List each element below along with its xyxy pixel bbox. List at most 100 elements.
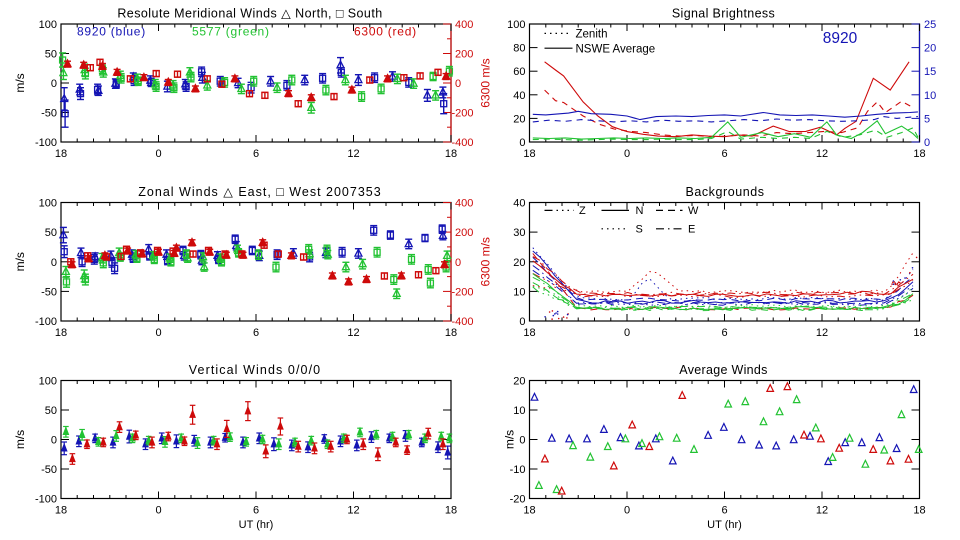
svg-text:-200: -200 xyxy=(452,108,474,120)
svg-text:30: 30 xyxy=(513,227,525,239)
svg-text:E: E xyxy=(688,224,695,236)
svg-text:0: 0 xyxy=(455,78,461,90)
svg-text:-20: -20 xyxy=(510,494,526,506)
svg-text:18: 18 xyxy=(523,148,535,160)
svg-text:-10: -10 xyxy=(510,464,526,476)
svg-text:400: 400 xyxy=(455,19,473,31)
svg-text:18: 18 xyxy=(55,148,67,160)
svg-text:m/s: m/s xyxy=(13,252,27,271)
svg-text:18: 18 xyxy=(913,148,925,160)
svg-text:0: 0 xyxy=(51,435,57,447)
svg-text:Zenith: Zenith xyxy=(576,29,608,41)
svg-text:6: 6 xyxy=(253,505,259,517)
svg-text:15: 15 xyxy=(924,66,936,78)
svg-text:12: 12 xyxy=(347,327,359,339)
svg-text:18: 18 xyxy=(523,505,535,517)
svg-text:6: 6 xyxy=(253,148,259,160)
svg-text:0: 0 xyxy=(924,137,930,149)
svg-text:10: 10 xyxy=(513,405,525,417)
svg-text:100: 100 xyxy=(507,19,525,31)
svg-text:6: 6 xyxy=(721,327,727,339)
svg-text:20: 20 xyxy=(513,376,525,388)
svg-text:12: 12 xyxy=(347,148,359,160)
svg-text:20: 20 xyxy=(924,43,936,55)
svg-text:m/s: m/s xyxy=(503,430,517,449)
svg-text:Signal Brightness: Signal Brightness xyxy=(672,7,775,21)
svg-text:W: W xyxy=(688,205,699,217)
svg-text:20: 20 xyxy=(513,113,525,125)
svg-text:6300 (red): 6300 (red) xyxy=(354,25,417,39)
svg-text:400: 400 xyxy=(455,198,473,210)
svg-text:-400: -400 xyxy=(452,316,474,328)
svg-text:-400: -400 xyxy=(452,137,474,149)
svg-text:S: S xyxy=(636,224,643,236)
svg-text:NSWE Average: NSWE Average xyxy=(576,44,656,56)
svg-text:10: 10 xyxy=(924,90,936,102)
svg-text:6300 m/s: 6300 m/s xyxy=(479,237,493,286)
svg-text:60: 60 xyxy=(513,66,525,78)
svg-text:0: 0 xyxy=(519,137,525,149)
svg-text:0: 0 xyxy=(624,148,630,160)
svg-text:-50: -50 xyxy=(41,286,57,298)
svg-text:-100: -100 xyxy=(35,316,57,328)
svg-text:5577 (green): 5577 (green) xyxy=(192,25,270,39)
svg-text:40: 40 xyxy=(513,90,525,102)
svg-text:100: 100 xyxy=(39,376,57,388)
svg-text:100: 100 xyxy=(39,198,57,210)
svg-text:18: 18 xyxy=(523,327,535,339)
svg-text:100: 100 xyxy=(39,19,57,31)
svg-text:-50: -50 xyxy=(41,108,57,120)
svg-text:Backgrounds: Backgrounds xyxy=(685,185,764,199)
svg-text:12: 12 xyxy=(816,148,828,160)
svg-text:m/s: m/s xyxy=(13,73,27,92)
svg-text:8920 (blue): 8920 (blue) xyxy=(77,25,146,39)
svg-text:0: 0 xyxy=(624,505,630,517)
svg-text:-100: -100 xyxy=(35,137,57,149)
svg-text:50: 50 xyxy=(45,227,57,239)
svg-text:UT (hr): UT (hr) xyxy=(239,519,274,531)
svg-text:0: 0 xyxy=(155,327,161,339)
svg-text:18: 18 xyxy=(55,505,67,517)
svg-text:20: 20 xyxy=(513,257,525,269)
svg-text:18: 18 xyxy=(55,327,67,339)
svg-text:-50: -50 xyxy=(41,464,57,476)
svg-text:200: 200 xyxy=(455,49,473,61)
svg-text:-100: -100 xyxy=(35,494,57,506)
svg-text:UT (hr): UT (hr) xyxy=(707,519,742,531)
svg-text:0: 0 xyxy=(519,316,525,328)
svg-text:0: 0 xyxy=(155,505,161,517)
svg-text:18: 18 xyxy=(445,327,457,339)
svg-text:-200: -200 xyxy=(452,286,474,298)
svg-text:12: 12 xyxy=(816,505,828,517)
svg-text:5: 5 xyxy=(924,113,930,125)
svg-text:0: 0 xyxy=(455,257,461,269)
svg-text:0: 0 xyxy=(51,78,57,90)
svg-text:0: 0 xyxy=(155,148,161,160)
svg-text:0: 0 xyxy=(51,257,57,269)
svg-text:0: 0 xyxy=(519,435,525,447)
svg-text:18: 18 xyxy=(445,505,457,517)
svg-text:6: 6 xyxy=(253,327,259,339)
svg-text:8920: 8920 xyxy=(823,30,858,47)
svg-text:12: 12 xyxy=(347,505,359,517)
svg-text:200: 200 xyxy=(455,227,473,239)
svg-text:80: 80 xyxy=(513,43,525,55)
svg-text:6: 6 xyxy=(721,505,727,517)
svg-text:6300 m/s: 6300 m/s xyxy=(479,58,493,107)
svg-text:Resolute Meridional Winds △ N: Resolute Meridional Winds △ North, □ Sou… xyxy=(117,7,382,21)
svg-text:25: 25 xyxy=(924,19,936,31)
svg-text:18: 18 xyxy=(913,505,925,517)
svg-text:50: 50 xyxy=(45,405,57,417)
svg-text:18: 18 xyxy=(445,148,457,160)
svg-text:Vertical Winds 0/0/0: Vertical Winds 0/0/0 xyxy=(189,363,321,377)
svg-text:0: 0 xyxy=(624,327,630,339)
svg-text:Z: Z xyxy=(579,205,586,217)
svg-text:18: 18 xyxy=(913,327,925,339)
svg-text:40: 40 xyxy=(513,198,525,210)
svg-text:6: 6 xyxy=(721,148,727,160)
svg-text:N: N xyxy=(636,205,644,217)
svg-text:Zonal Winds △ East, □ West 20: Zonal Winds △ East, □ West 2007353 xyxy=(138,185,381,199)
svg-text:m/s: m/s xyxy=(13,430,27,449)
svg-text:Average Winds: Average Winds xyxy=(679,363,767,377)
svg-text:50: 50 xyxy=(45,49,57,61)
